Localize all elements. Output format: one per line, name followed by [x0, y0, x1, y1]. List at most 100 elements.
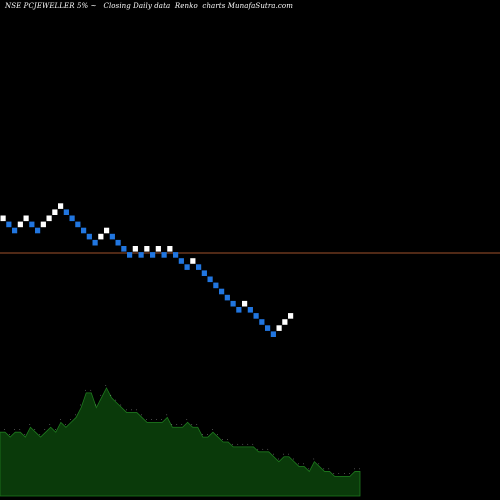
- volume-label: ·: [2, 429, 7, 430]
- volume-label: ·: [271, 453, 276, 454]
- volume-label: ·: [12, 429, 17, 430]
- volume-label: ·: [139, 414, 144, 415]
- volume-label: ·: [0, 429, 2, 430]
- volume-label: ·: [109, 394, 114, 395]
- renko-brick-up: [282, 319, 288, 325]
- renko-brick-down: [253, 313, 259, 319]
- volume-label: ·: [261, 448, 266, 449]
- renko-brick-up: [0, 215, 6, 222]
- volume-label: ·: [276, 458, 281, 459]
- volume-label: ·: [281, 453, 286, 454]
- volume-label: ·: [230, 444, 235, 445]
- volume-label: ·: [352, 468, 357, 469]
- volume-label: ·: [357, 468, 362, 469]
- renko-brick-down: [127, 252, 133, 258]
- volume-label: ·: [322, 468, 327, 469]
- renko-brick-up: [167, 246, 173, 252]
- renko-brick-down: [81, 227, 87, 234]
- renko-brick-down: [173, 252, 179, 258]
- volume-label: ·: [22, 434, 27, 435]
- renko-brick-down: [6, 221, 12, 228]
- volume-label: ·: [78, 404, 83, 405]
- volume-label: ·: [225, 439, 230, 440]
- volume-label: ·: [347, 473, 352, 474]
- volume-area-path: [0, 387, 361, 497]
- renko-brick-down: [63, 209, 69, 215]
- volume-area: [0, 387, 361, 497]
- volume-label: ·: [251, 444, 256, 445]
- volume-label: ·: [144, 419, 149, 420]
- volume-label: ·: [124, 409, 129, 410]
- renko-brick-up: [155, 246, 161, 252]
- volume-label: ·: [256, 448, 261, 449]
- volume-label: ·: [83, 390, 88, 391]
- volume-label: ·: [316, 463, 321, 464]
- renko-brick-up: [58, 203, 64, 209]
- volume-label: ·: [174, 424, 179, 425]
- renko-brick-up: [23, 215, 29, 222]
- renko-brick-down: [230, 300, 236, 307]
- renko-brick-down: [224, 294, 230, 301]
- volume-label: ·: [38, 434, 43, 435]
- renko-brick-up: [144, 246, 150, 252]
- volume-label: ·: [7, 434, 12, 435]
- renko-brick-down: [184, 264, 190, 270]
- renko-brick-down: [12, 227, 18, 234]
- volume-label: ·: [266, 448, 271, 449]
- renko-brick-up: [190, 258, 196, 264]
- brick-series: [0, 203, 294, 337]
- renko-brick-down: [86, 233, 92, 240]
- volume-label: ·: [154, 419, 159, 420]
- volume-label: ·: [68, 419, 73, 420]
- volume-label: ·: [53, 429, 58, 430]
- renko-brick-down: [138, 252, 144, 258]
- volume-label: ·: [114, 399, 119, 400]
- volume-label: ·: [205, 434, 210, 435]
- volume-label: ·: [73, 414, 78, 415]
- renko-brick-up: [52, 209, 58, 215]
- volume-label: ·: [332, 473, 337, 474]
- renko-brick-down: [213, 282, 219, 289]
- renko-brick-down: [29, 221, 35, 228]
- volume-label: ·: [306, 468, 311, 469]
- renko-brick-down: [109, 233, 115, 240]
- renko-brick-down: [270, 331, 276, 337]
- volume-label: ·: [98, 394, 103, 395]
- volume-label: ·: [129, 409, 134, 410]
- volume-label: ·: [210, 429, 215, 430]
- volume-label: ·: [159, 419, 164, 420]
- renko-brick-down: [92, 239, 98, 246]
- volume-label: ·: [48, 424, 53, 425]
- volume-label: ·: [291, 458, 296, 459]
- renko-brick-down: [236, 307, 242, 313]
- renko-brick-down: [35, 227, 41, 234]
- renko-brick-down: [69, 215, 75, 222]
- volume-label: ·: [119, 404, 124, 405]
- volume-label: ·: [32, 429, 37, 430]
- volume-label: ·: [240, 444, 245, 445]
- renko-brick-down: [247, 307, 253, 313]
- volume-label: ·: [220, 439, 225, 440]
- volume-label: ·: [190, 424, 195, 425]
- volume-label: ·: [17, 429, 22, 430]
- volume-label: ·: [27, 424, 32, 425]
- volume-label: ·: [245, 444, 250, 445]
- renko-brick-down: [207, 276, 213, 283]
- volume-label: ·: [63, 424, 68, 425]
- renko-brick-up: [242, 300, 248, 307]
- volume-label: ·: [58, 419, 63, 420]
- volume-label: ·: [185, 419, 190, 420]
- volume-label: ·: [195, 424, 200, 425]
- volume-label: ·: [88, 390, 93, 391]
- renko-brick-up: [276, 325, 282, 331]
- renko-brick-up: [104, 227, 110, 234]
- renko-brick-up: [98, 233, 104, 240]
- volume-label: ·: [215, 434, 220, 435]
- volume-label: ·: [169, 424, 174, 425]
- renko-brick-down: [201, 270, 207, 276]
- volume-label: ·: [134, 409, 139, 410]
- renko-brick-down: [121, 246, 127, 252]
- renko-brick-down: [196, 264, 202, 270]
- volume-label: ·: [327, 468, 332, 469]
- renko-brick-down: [75, 221, 81, 228]
